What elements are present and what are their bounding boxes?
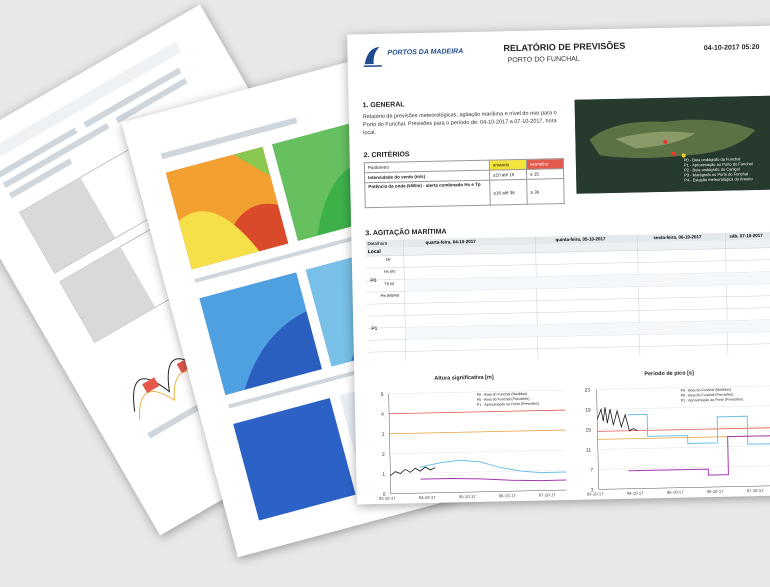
agitation-day-3: sexta-feira, 06-10-2017 — [653, 234, 702, 241]
chart1-legend-item: P1 - Aproximação ao Porto (Previsões) — [477, 402, 539, 407]
brand-name: PORTOS DA MADEIRA — [387, 48, 464, 57]
section-general-heading: 1. GENERAL — [362, 101, 405, 110]
chart2-xtick: 05-10-17 — [667, 490, 685, 495]
section-general-text: Relatório de previsões meteorológicas, a… — [362, 110, 557, 137]
chart2-xtick: 03-10-17 — [587, 491, 605, 496]
chart2-ytick: 15 — [585, 428, 591, 434]
agitation-row-hs: Hs (m) — [384, 269, 396, 274]
chart1-ytick: 1 — [382, 472, 385, 478]
report-header: PORTOS DA MADEIRA RELATÓRIO DE PREVISÕES… — [347, 26, 770, 91]
chart2-ytick: 7 — [590, 467, 593, 473]
ports-logo-icon — [363, 46, 382, 67]
agitation-day-2: quinta-feira, 05-10-2017 — [555, 236, 606, 243]
chart2-legend-item: P0 - Boia do Funchal (Previsões) — [681, 393, 734, 398]
agitation-day-4: sáb, 07-10-2017 — [729, 232, 763, 239]
chart1-legend-item: P0 - Boia do Funchal (Previsões) — [477, 397, 530, 402]
chart2-peak-period: 23 19 15 11 7 3 03-10-17 04-10-17 05-10-… — [585, 385, 770, 496]
report-title: RELATÓRIO DE PREVISÕES — [503, 40, 626, 54]
agitation-point-p0: P0 — [370, 277, 377, 285]
chart2-ytick: 19 — [585, 408, 591, 414]
chart1-ytick: 4 — [381, 412, 384, 418]
chart1-ytick: 3 — [381, 432, 384, 438]
chart1-ytick: 0 — [383, 492, 386, 498]
criteria-row2-label: Potência da onda (kW/m) - alerta combina… — [364, 180, 491, 208]
chart1-xtick: 04-10-17 — [419, 495, 437, 500]
chart1-significant-height: 5 4 3 2 1 0 03-10-17 04-10-17 05-10-17 0… — [379, 389, 567, 501]
chart1-legend-item: P0 - Boia do Funchal (Medidas) — [477, 392, 528, 397]
criteria-row2-amarelo: ≥16 até 36 — [489, 179, 528, 206]
agitation-point-p1: P1 — [371, 325, 378, 333]
chart2-xtick: 04-10-17 — [627, 490, 645, 495]
chart1-ytick: 5 — [381, 392, 384, 398]
report-date: 04-10-2017 05:20 — [703, 43, 760, 53]
agitation-day-1: quarta-feira, 04-10-2017 — [425, 238, 476, 245]
chart1-xtick: 05-10-17 — [459, 494, 477, 499]
chart2-xtick: 07-10-17 — [747, 488, 765, 493]
agitation-table-grid — [365, 231, 770, 363]
chart1-xtick: 03-10-17 — [379, 496, 397, 501]
chart1-title: Altura significativa [m] — [434, 374, 494, 382]
chart1-xtick: 07-10-17 — [539, 492, 557, 497]
agitation-row-pw: Pw (kW/m) — [380, 293, 400, 298]
chart2-ytick: 23 — [585, 388, 591, 394]
agitation-table: Data/hora Local quarta-feira, 04-10-2017… — [365, 231, 770, 363]
agitation-row-dir: Dir — [385, 257, 391, 262]
location-satellite-map: P0 - Boia ondógrafo do Funchal P1 - Apro… — [574, 95, 770, 194]
section-criteria-heading: 2. CRITÉRIOS — [363, 151, 410, 160]
criteria-table: Parâmetro amarelo vermelho Intensidade d… — [364, 158, 565, 208]
chart1-ytick: 2 — [382, 452, 385, 458]
chart1-xtick: 06-10-17 — [499, 493, 517, 498]
agitation-col-dia: Data/hora — [367, 240, 388, 247]
front-report-page: PORTOS DA MADEIRA RELATÓRIO DE PREVISÕES… — [347, 25, 770, 505]
agitation-row-tp: Tp (s) — [384, 281, 395, 286]
chart2-ytick: 3 — [591, 487, 594, 493]
chart2-xtick: 06-10-17 — [707, 489, 725, 494]
chart2-legend-item: P1 - Aproximação ao Porto (Previsões) — [681, 397, 743, 402]
section-agitation-heading: 3. AGITAÇÃO MARÍTIMA — [365, 228, 447, 238]
chart2-ytick: 11 — [586, 448, 592, 454]
criteria-row2-vermelho: ≥ 36 — [526, 178, 565, 205]
report-subtitle: PORTO DO FUNCHAL — [507, 55, 580, 65]
chart2-legend-item: P0 - Boia do Funchal (Medidas) — [681, 388, 732, 393]
chart2-title: Período de pico [s] — [644, 370, 694, 378]
agitation-local-label: Local — [367, 248, 381, 256]
madeira-island-shape — [574, 95, 770, 194]
